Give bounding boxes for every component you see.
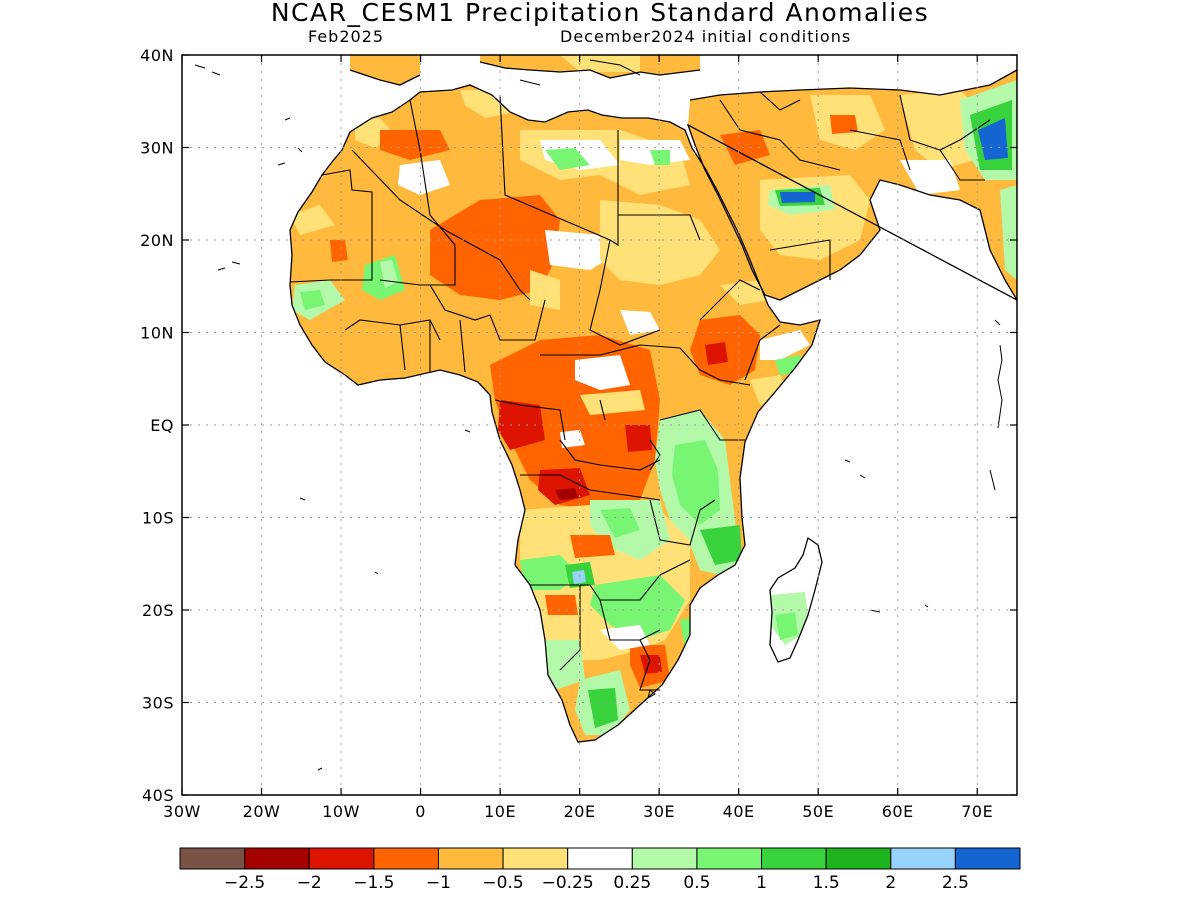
x-tick-label: 70E: [961, 802, 993, 821]
x-tick-label: 0: [415, 802, 426, 821]
colorbar-label: −1: [426, 873, 451, 893]
colorbar-swatch: [825, 847, 892, 870]
colorbar-swatch: [954, 847, 1021, 870]
x-tick-label: 40E: [723, 802, 755, 821]
islands: [194, 59, 1003, 771]
colorbar-label: −0.5: [482, 873, 523, 893]
map-axes: 30W 20W 10W 0 10E 20E 30E 40E 50E 60E 70E 40N 30N 20N…: [140, 46, 1017, 821]
colorbar-label: 0.25: [613, 873, 651, 893]
colorbar-swatch: [373, 847, 439, 870]
y-tick-label: 20N: [140, 231, 174, 250]
x-tick-label: 20W: [243, 802, 281, 821]
x-tick-label: 10W: [322, 802, 360, 821]
y-tick-label: 40N: [140, 46, 174, 65]
x-tick-label: 30E: [643, 802, 675, 821]
colorbar-label: 2: [885, 873, 896, 893]
colorbar-label: 0.5: [683, 873, 710, 893]
x-tick-label: 60E: [882, 802, 914, 821]
colorbar-label: 1: [756, 873, 767, 893]
forecast-month: Feb2025: [308, 27, 385, 46]
colorbar-swatch: [761, 847, 827, 870]
x-tick-label: 30W: [163, 802, 201, 821]
colorbar-swatch: [631, 847, 698, 870]
colorbar-label: −0.25: [542, 873, 594, 893]
colorbar-swatch: [244, 847, 310, 870]
y-tick-label: 30S: [142, 694, 174, 713]
x-tick-label: 20E: [564, 802, 596, 821]
y-tick-label: EQ: [150, 416, 174, 435]
colorbar-swatch: [567, 847, 633, 870]
y-tick-label: 10N: [140, 324, 174, 343]
colorbar-label: −2.5: [224, 873, 265, 893]
map-grid: [182, 55, 1017, 795]
x-tick-label: 50E: [802, 802, 834, 821]
y-tick-label: 30N: [140, 139, 174, 158]
colorbar-label: −1.5: [353, 873, 394, 893]
europe-coastline: [349, 61, 701, 86]
madagascar-coastline: [769, 536, 823, 663]
colorbar-swatch: [179, 847, 246, 870]
y-tick-label: 40S: [142, 786, 174, 805]
colorbar-label: −2: [297, 873, 322, 893]
colorbar-swatch: [890, 847, 956, 870]
colorbar-swatch: [502, 847, 569, 870]
x-tick-label: 10E: [484, 802, 516, 821]
y-tick-label: 20S: [142, 601, 174, 620]
country-borders: [289, 91, 991, 691]
y-tick-label: 10S: [142, 509, 174, 528]
colorbar-swatch: [696, 847, 763, 870]
colorbar-swatch: [308, 847, 375, 870]
colorbar-swatch: [437, 847, 504, 870]
chart-title: NCAR_CESM1 Precipitation Standard Anomal…: [270, 0, 930, 27]
colorbar-label: 1.5: [813, 873, 840, 893]
colorbar: −2.5 −2 −1.5 −1 −0.5 −0.25 0.25 0.5 1 1.5 2 2.5: [179, 847, 1021, 893]
initial-conditions: December2024 initial conditions: [560, 27, 852, 46]
colorbar-label: 2.5: [942, 873, 969, 893]
